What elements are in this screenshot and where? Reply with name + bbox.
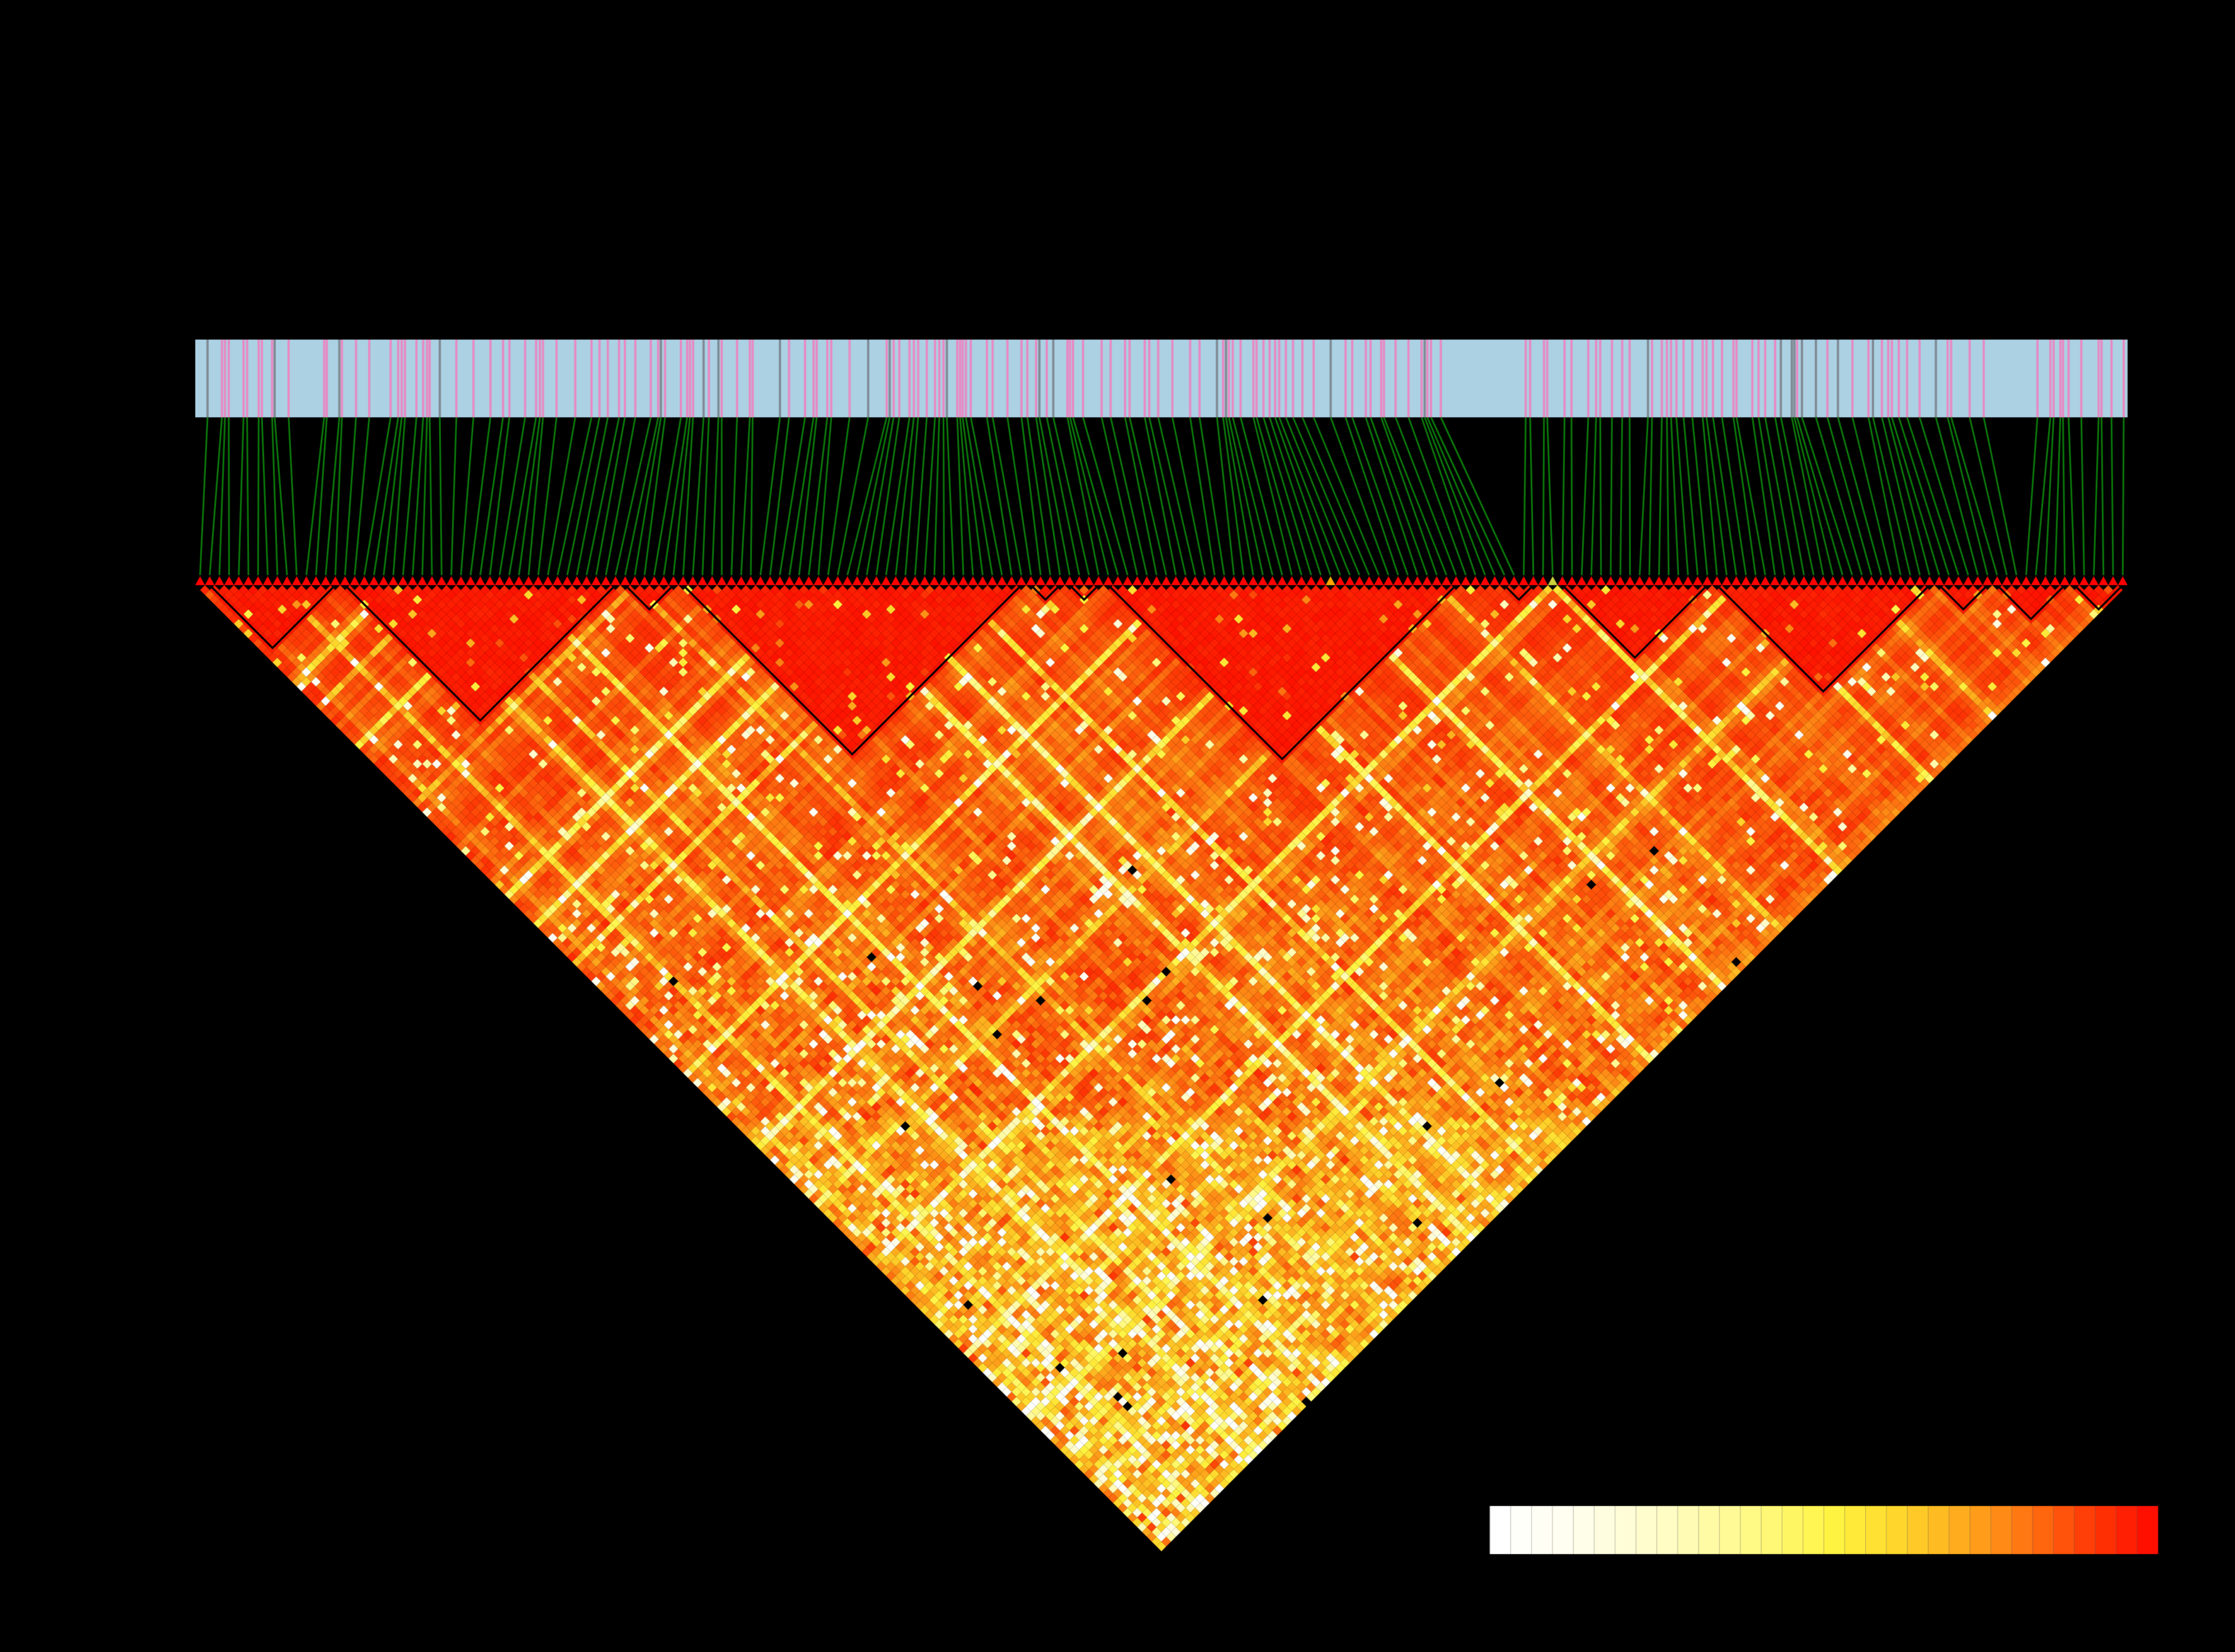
genomic-position-bar — [195, 340, 2128, 417]
marker-triangle-row — [195, 576, 2128, 585]
ld-triangle-heatmap — [195, 585, 2128, 1557]
color-key-legend — [1490, 1506, 2158, 1554]
snp-mapping-lines — [195, 417, 2128, 575]
